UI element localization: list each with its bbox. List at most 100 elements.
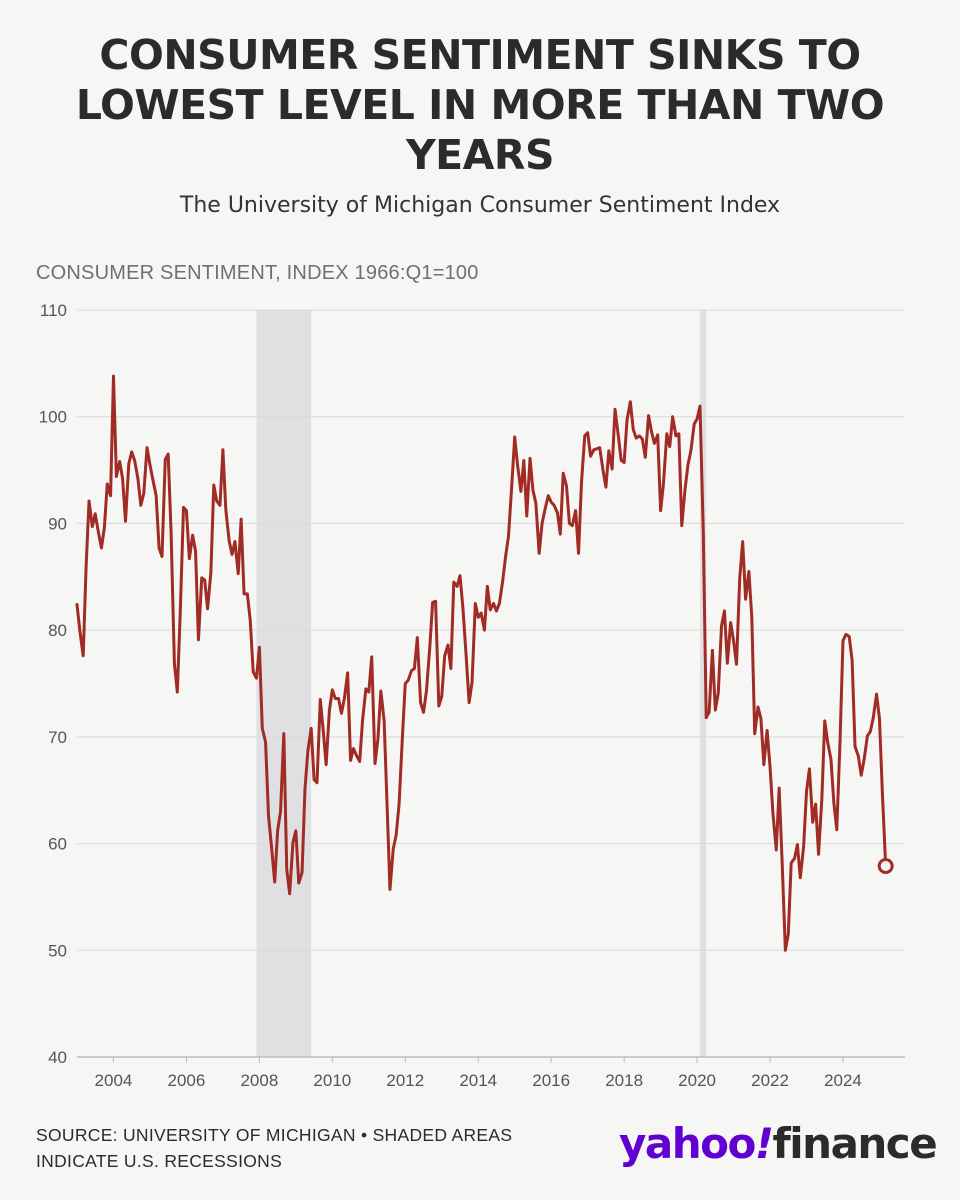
data-point	[401, 736, 404, 740]
data-point	[583, 434, 586, 438]
data-point	[237, 572, 240, 575]
data-point	[604, 485, 608, 489]
data-point	[437, 704, 441, 708]
data-point	[489, 608, 492, 612]
data-point	[103, 526, 106, 529]
data-point	[215, 499, 218, 503]
data-point	[826, 740, 829, 744]
data-point	[577, 552, 580, 555]
data-point	[802, 845, 805, 848]
data-point	[860, 774, 863, 777]
data-point	[255, 676, 258, 680]
data-point	[683, 488, 687, 491]
y-tick-label: 50	[48, 941, 67, 960]
x-tick-label: 2004	[95, 1071, 133, 1090]
data-point	[166, 452, 170, 456]
data-point	[324, 763, 328, 766]
data-point	[151, 478, 155, 481]
data-point	[121, 477, 124, 480]
data-point	[407, 679, 410, 682]
data-point	[464, 655, 468, 659]
y-tick-label: 40	[48, 1048, 67, 1067]
data-point	[75, 603, 79, 606]
data-point	[817, 853, 820, 856]
data-point	[717, 691, 720, 695]
data-point	[176, 690, 179, 694]
data-point	[218, 504, 222, 507]
data-point	[662, 481, 665, 485]
data-point	[188, 557, 191, 560]
data-point	[610, 467, 614, 471]
data-point	[543, 508, 547, 511]
data-point	[847, 635, 851, 638]
data-point	[224, 508, 228, 511]
logo-word-finance: finance	[772, 1119, 938, 1168]
data-point	[531, 489, 535, 492]
data-point	[410, 669, 413, 672]
data-point	[878, 717, 881, 720]
data-point	[552, 504, 556, 507]
data-point	[805, 790, 808, 793]
latest-point-marker	[877, 857, 894, 874]
data-point	[282, 732, 286, 735]
data-point	[814, 802, 817, 806]
data-point	[702, 531, 705, 535]
data-point	[620, 459, 623, 462]
data-point	[179, 611, 182, 615]
data-point	[142, 492, 145, 495]
data-point	[811, 821, 814, 824]
data-point	[328, 708, 331, 712]
data-point	[379, 689, 383, 693]
logo-word-yahoo: yahoo	[619, 1119, 756, 1168]
data-point	[641, 437, 644, 441]
page-title: CONSUMER SENTIMENT SINKS TO LOWEST LEVEL…	[75, 31, 885, 179]
data-point	[148, 463, 152, 466]
data-point	[665, 432, 669, 435]
data-point	[759, 717, 763, 720]
data-point	[130, 450, 133, 454]
data-point	[638, 434, 641, 438]
x-tick-label: 2012	[386, 1071, 424, 1090]
data-point	[94, 512, 97, 516]
data-point	[820, 797, 824, 800]
data-point	[87, 499, 91, 503]
data-point	[571, 524, 574, 527]
data-point	[197, 638, 200, 641]
data-point	[249, 619, 252, 622]
x-tick-label: 2008	[240, 1071, 278, 1090]
data-point	[124, 520, 127, 523]
data-point	[173, 662, 176, 665]
data-point	[483, 628, 486, 632]
data-point	[510, 483, 513, 487]
data-point	[492, 602, 495, 605]
data-point	[726, 662, 729, 665]
data-point	[440, 695, 443, 698]
data-point	[744, 597, 747, 601]
data-point	[501, 579, 504, 583]
data-point	[479, 611, 483, 615]
data-point	[246, 592, 249, 596]
data-point	[832, 801, 836, 805]
data-point	[692, 422, 696, 426]
data-point	[595, 447, 598, 450]
data-point	[498, 602, 501, 605]
data-point	[367, 690, 371, 694]
data-point	[720, 624, 723, 628]
data-point	[315, 781, 319, 784]
data-point	[756, 705, 760, 709]
data-point	[428, 647, 431, 650]
data-point	[276, 829, 279, 832]
data-point	[534, 501, 538, 505]
data-point	[732, 639, 735, 643]
data-point	[507, 535, 510, 538]
data-point	[422, 711, 425, 714]
data-point	[169, 531, 173, 535]
x-tick-label: 2014	[459, 1071, 497, 1090]
data-point	[294, 829, 298, 832]
data-point	[154, 494, 158, 497]
data-point	[106, 482, 109, 486]
data-point	[443, 654, 446, 657]
data-point	[775, 848, 778, 852]
